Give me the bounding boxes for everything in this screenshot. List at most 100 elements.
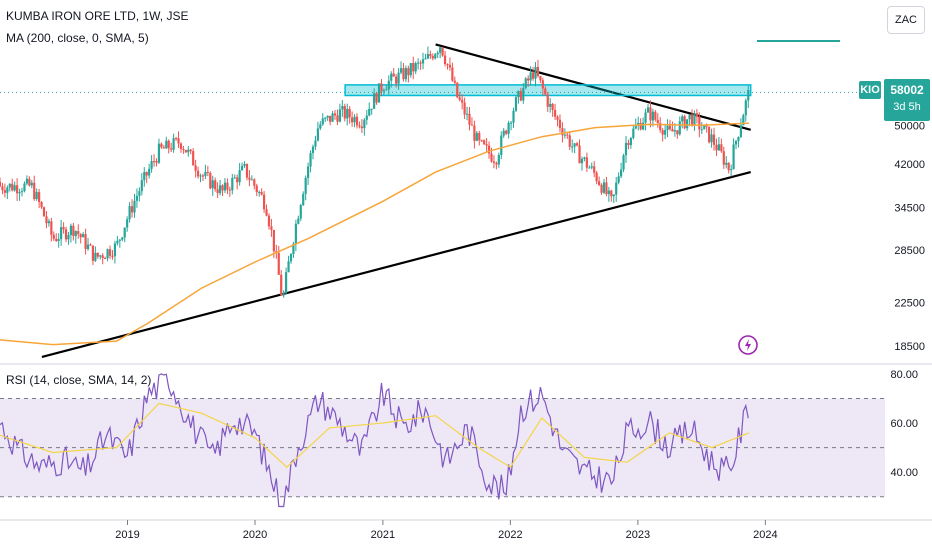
candle-body (57, 239, 60, 241)
candle-body (382, 90, 386, 92)
candle-body (336, 115, 339, 122)
candle-body (566, 134, 569, 136)
bar-countdown: 3d 5h (893, 101, 921, 113)
candle-body (671, 129, 674, 132)
candle-body (23, 183, 26, 192)
currency-button[interactable]: ZAC (887, 6, 925, 34)
drawings[interactable] (0, 43, 885, 358)
candle-body (106, 249, 109, 259)
candle-body (483, 140, 486, 145)
candle-body (568, 135, 571, 147)
candle-body (676, 130, 679, 135)
candle-body (456, 82, 459, 98)
candle-body (661, 130, 664, 135)
candle-body (209, 172, 212, 189)
price-tag: 58002 3d 5h (884, 79, 930, 121)
candle-body (118, 239, 121, 241)
candle-body (575, 143, 579, 146)
candle-body (104, 258, 107, 260)
candle-body (321, 118, 324, 125)
candle-body (16, 185, 19, 194)
lightning-icon[interactable] (738, 335, 758, 355)
candle-body (546, 94, 549, 107)
candle-body (409, 62, 412, 76)
price-tick-label: 18500 (894, 341, 925, 353)
candle-body (436, 52, 439, 55)
candle-body (329, 115, 332, 122)
rsi-legend[interactable]: RSI (14, close, SMA, 14, 2) (6, 373, 152, 387)
candle-body (214, 180, 217, 190)
candle-body (480, 140, 483, 142)
candle-body (138, 191, 141, 196)
candle-body (3, 190, 6, 193)
candle-body (463, 102, 466, 115)
candle-body (113, 243, 117, 257)
candle-body (211, 180, 214, 189)
ma-legend[interactable]: MA (200, close, 0, SMA, 5) (6, 31, 149, 45)
candle-body (228, 189, 231, 191)
candle-body (189, 149, 192, 152)
candle-body (448, 64, 452, 68)
candle-body (351, 117, 354, 123)
candle-body (309, 153, 312, 167)
candle-body (204, 171, 207, 177)
candle-body (639, 122, 642, 130)
candle-body (35, 192, 38, 200)
candle-body (747, 90, 750, 101)
candle-body (380, 83, 383, 92)
trendline (41, 170, 751, 358)
candle-body (77, 231, 80, 235)
candle-body (656, 119, 659, 123)
candle-body (255, 185, 258, 193)
candle-body (605, 182, 608, 195)
candle-body (730, 169, 733, 171)
candle-body (145, 172, 148, 176)
candle-body (664, 130, 667, 135)
candle-body (126, 219, 129, 228)
candle-body (243, 163, 246, 166)
candle-body (47, 221, 51, 224)
candle-body (629, 138, 632, 146)
candle-body (580, 158, 584, 164)
candle-body (414, 63, 417, 72)
candle-body (302, 193, 305, 206)
candle-body (397, 72, 400, 84)
candle-body (593, 166, 596, 173)
candle-body (453, 80, 456, 83)
candle-body (683, 116, 686, 129)
candle-body (597, 181, 601, 185)
candle-body (111, 255, 114, 257)
candle-body (588, 167, 591, 169)
candle-body (402, 68, 405, 80)
candle-body (346, 108, 349, 119)
time-axis[interactable]: 2019 2020 2021 2022 2023 2024 (115, 520, 778, 541)
candle-body (468, 113, 471, 125)
chart-title[interactable]: KUMBA IRON ORE LTD, 1W, JSE (6, 9, 189, 23)
candle-body (148, 168, 151, 176)
candle-body (253, 179, 256, 186)
candle-body (722, 151, 725, 165)
candle-body (96, 252, 99, 257)
candle-body (553, 110, 557, 117)
candle-body (331, 113, 334, 122)
candle-body (218, 185, 222, 194)
candle-body (280, 274, 283, 296)
candle-body (133, 200, 136, 213)
candle-body (744, 100, 747, 116)
candle-body (206, 171, 209, 173)
candle-body (573, 143, 576, 147)
candle-body (289, 253, 293, 262)
candle-body (627, 142, 630, 146)
candle-body (121, 237, 124, 240)
candle-body (612, 194, 615, 197)
candle-body (686, 119, 689, 129)
candle-body (507, 122, 510, 134)
candle-body (157, 143, 161, 163)
candle-body (681, 116, 684, 122)
candle-body (431, 56, 434, 59)
candle-body (419, 62, 422, 64)
candle-body (6, 187, 9, 193)
candle-body (272, 229, 275, 252)
candle-body (233, 177, 236, 179)
